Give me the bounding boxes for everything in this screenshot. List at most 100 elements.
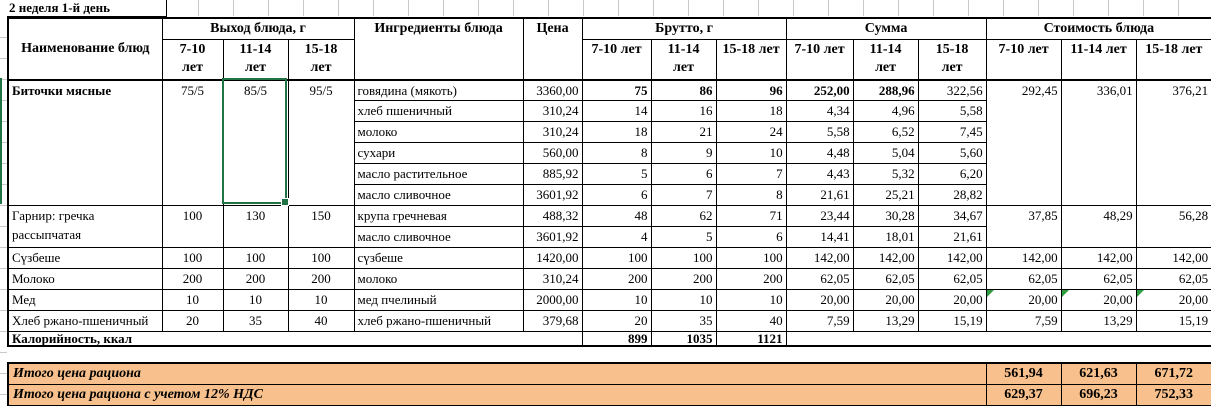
- calories-value-cell[interactable]: 899: [581, 331, 652, 347]
- gross-value-cell[interactable]: 10: [715, 142, 787, 164]
- gross-value-cell[interactable]: 4: [581, 226, 652, 248]
- col-header-age[interactable]: 7-10 лет: [985, 39, 1062, 80]
- price-cell[interactable]: 885,92: [522, 163, 583, 185]
- ingredient-cell[interactable]: масло сливочное: [353, 184, 524, 206]
- gross-value-cell[interactable]: 71: [715, 205, 787, 227]
- sum-value-cell[interactable]: 28,82: [917, 184, 987, 206]
- sum-value-cell[interactable]: 14,41: [785, 226, 854, 248]
- dish-name-cell[interactable]: Сүзбеше: [7, 247, 163, 269]
- cost-value-cell[interactable]: 142,00: [985, 247, 1062, 269]
- calories-value-cell[interactable]: 1121: [715, 331, 787, 347]
- col-header-cost[interactable]: Стоимость блюда: [985, 17, 1211, 40]
- col-header-age[interactable]: 11-14 лет: [852, 39, 919, 80]
- ingredient-cell[interactable]: молоко: [353, 268, 524, 290]
- gross-value-cell[interactable]: 14: [581, 100, 652, 122]
- col-header-age[interactable]: 15-18 лет: [1135, 39, 1211, 80]
- total-value[interactable]: 561,94: [985, 362, 1062, 385]
- col-header-dish-name[interactable]: Наименование блюд: [7, 17, 163, 80]
- col-header-gross[interactable]: Брутто, г: [581, 17, 787, 40]
- cost-value-cell[interactable]: 336,01: [1060, 79, 1137, 206]
- price-cell[interactable]: 310,24: [522, 100, 583, 122]
- sum-value-cell[interactable]: 5,32: [852, 163, 919, 185]
- output-value-cell[interactable]: 10: [287, 289, 355, 311]
- sum-value-cell[interactable]: 15,19: [917, 310, 987, 332]
- sum-value-cell[interactable]: 4,43: [785, 163, 854, 185]
- gross-value-cell[interactable]: 75: [581, 79, 652, 101]
- ingredient-cell[interactable]: молоко: [353, 121, 524, 143]
- dish-name-cell[interactable]: Гарнир: гречка рассыпчатая: [7, 205, 163, 248]
- sum-value-cell[interactable]: 142,00: [917, 247, 987, 269]
- col-header-age[interactable]: 11-14 лет: [1060, 39, 1137, 80]
- price-cell[interactable]: 488,32: [522, 205, 583, 227]
- cost-value-cell[interactable]: 48,29: [1060, 205, 1137, 248]
- gross-value-cell[interactable]: 5: [650, 226, 717, 248]
- sum-value-cell[interactable]: 252,00: [785, 79, 854, 101]
- gross-value-cell[interactable]: 100: [581, 247, 652, 269]
- gross-value-cell[interactable]: 10: [715, 289, 787, 311]
- ingredient-cell[interactable]: сухари: [353, 142, 524, 164]
- dish-name-cell[interactable]: Мед: [7, 289, 163, 311]
- ingredient-cell[interactable]: говядина (мякоть): [353, 79, 524, 101]
- output-value-cell[interactable]: 20: [161, 310, 224, 332]
- sum-value-cell[interactable]: 21,61: [785, 184, 854, 206]
- col-header-age[interactable]: 11-14 лет: [222, 39, 289, 80]
- price-cell[interactable]: 2000,00: [522, 289, 583, 311]
- output-value-cell[interactable]: 35: [222, 310, 289, 332]
- output-value-cell[interactable]: 100: [222, 247, 289, 269]
- gross-value-cell[interactable]: 6: [650, 163, 717, 185]
- sum-value-cell[interactable]: 62,05: [852, 268, 919, 290]
- gross-value-cell[interactable]: 20: [581, 310, 652, 332]
- ingredient-cell[interactable]: масло сливочное: [353, 226, 524, 248]
- dish-name-cell[interactable]: Биточки мясные: [7, 79, 163, 206]
- sum-value-cell[interactable]: 34,67: [917, 205, 987, 227]
- calories-value-cell[interactable]: 1035: [650, 331, 717, 347]
- total-value[interactable]: 696,23: [1060, 384, 1137, 406]
- sum-value-cell[interactable]: 25,21: [852, 184, 919, 206]
- sum-value-cell[interactable]: 6,52: [852, 121, 919, 143]
- gross-value-cell[interactable]: 200: [715, 268, 787, 290]
- gross-value-cell[interactable]: 7: [715, 163, 787, 185]
- sum-value-cell[interactable]: 21,61: [917, 226, 987, 248]
- gross-value-cell[interactable]: 16: [650, 100, 717, 122]
- output-value-cell[interactable]: 85/5: [222, 79, 289, 206]
- cost-value-cell[interactable]: 20,00: [1135, 289, 1211, 311]
- total-label[interactable]: Итого цена рациона: [7, 362, 987, 385]
- ingredient-cell[interactable]: сүзбеше: [353, 247, 524, 269]
- col-header-sum[interactable]: Сумма: [785, 17, 987, 40]
- sum-value-cell[interactable]: 6,20: [917, 163, 987, 185]
- sum-value-cell[interactable]: 142,00: [852, 247, 919, 269]
- sum-value-cell[interactable]: 18,01: [852, 226, 919, 248]
- sum-value-cell[interactable]: 20,00: [852, 289, 919, 311]
- sum-value-cell[interactable]: 288,96: [852, 79, 919, 101]
- cost-value-cell[interactable]: 20,00: [1060, 289, 1137, 311]
- gross-value-cell[interactable]: 96: [715, 79, 787, 101]
- empty-cell[interactable]: [785, 331, 1211, 347]
- cost-value-cell[interactable]: 376,21: [1135, 79, 1211, 206]
- gross-value-cell[interactable]: 8: [581, 142, 652, 164]
- col-header-age[interactable]: 7-10 лет: [161, 39, 224, 80]
- cost-value-cell[interactable]: 62,05: [1060, 268, 1137, 290]
- sum-value-cell[interactable]: 13,29: [852, 310, 919, 332]
- sum-value-cell[interactable]: 5,58: [917, 100, 987, 122]
- sum-value-cell[interactable]: 23,44: [785, 205, 854, 227]
- cost-value-cell[interactable]: 56,28: [1135, 205, 1211, 248]
- total-label[interactable]: Итого цена рациона с учетом 12% НДС: [7, 384, 987, 406]
- output-value-cell[interactable]: 100: [161, 205, 224, 248]
- output-value-cell[interactable]: 200: [161, 268, 224, 290]
- sum-value-cell[interactable]: 4,48: [785, 142, 854, 164]
- cost-value-cell[interactable]: 15,19: [1135, 310, 1211, 332]
- gross-value-cell[interactable]: 10: [650, 289, 717, 311]
- price-cell[interactable]: 310,24: [522, 121, 583, 143]
- sheet-title[interactable]: 2 неделя 1-й день: [7, 0, 167, 17]
- output-value-cell[interactable]: 10: [222, 289, 289, 311]
- ingredient-cell[interactable]: мед пчелиный: [353, 289, 524, 311]
- cost-value-cell[interactable]: 13,29: [1060, 310, 1137, 332]
- price-cell[interactable]: 379,68: [522, 310, 583, 332]
- sum-value-cell[interactable]: 4,34: [785, 100, 854, 122]
- output-value-cell[interactable]: 75/5: [161, 79, 224, 206]
- col-header-age[interactable]: 7-10 лет: [785, 39, 854, 80]
- sum-value-cell[interactable]: 7,45: [917, 121, 987, 143]
- output-value-cell[interactable]: 150: [287, 205, 355, 248]
- output-value-cell[interactable]: 130: [222, 205, 289, 248]
- price-cell[interactable]: 3360,00: [522, 79, 583, 101]
